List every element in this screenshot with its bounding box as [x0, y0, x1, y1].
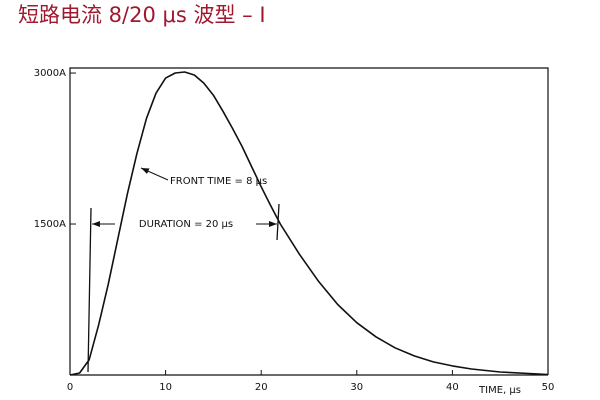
waveform-line: [69, 71, 549, 376]
x-axis-label: TIME, μs: [478, 385, 521, 396]
x-tick-label: 40: [446, 382, 459, 393]
y-tick-label: 3000A: [34, 68, 66, 79]
duration-marker: [87, 207, 92, 373]
y-tick-label: 1500A: [34, 219, 66, 230]
x-tick-label: 50: [542, 382, 555, 393]
x-tick-label: 20: [255, 382, 268, 393]
x-tick-label: 0: [67, 382, 73, 393]
annotation: FRONT TIME = 8 μs: [170, 176, 267, 187]
annotation: DURATION = 20 μs: [139, 219, 233, 230]
chart-title: 短路电流 8/20 μs 波型 – I: [18, 3, 266, 27]
x-tick-label: 10: [159, 382, 172, 393]
front-time-arrow: [140, 167, 169, 181]
plot-frame: [69, 67, 549, 375]
x-tick-label: 30: [350, 382, 363, 393]
duration-marker: [276, 203, 280, 241]
